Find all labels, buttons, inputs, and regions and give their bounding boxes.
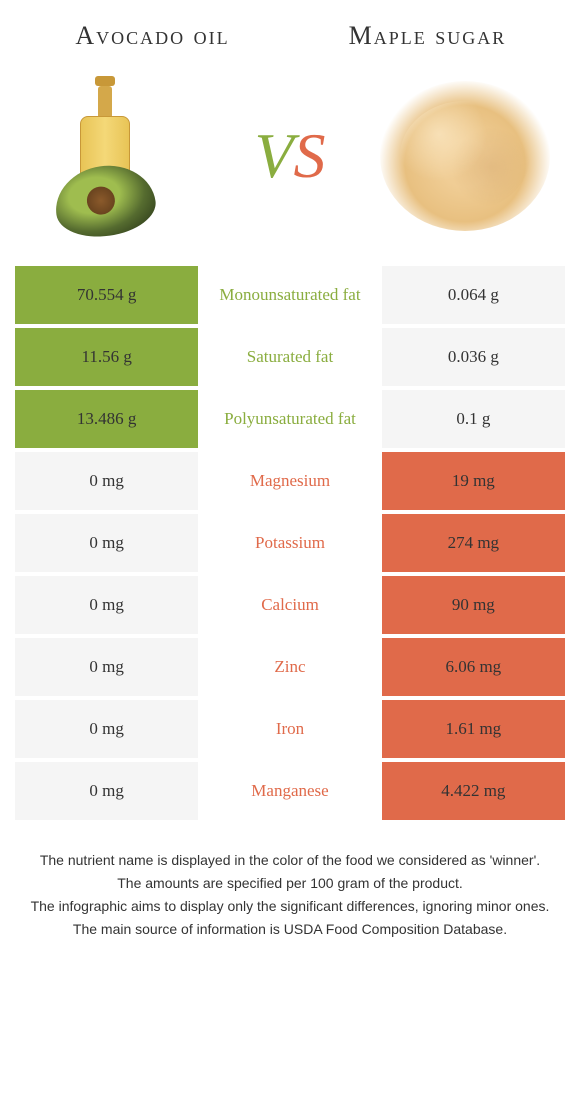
avocado-oil-image — [25, 66, 205, 246]
table-row: 0 mgCalcium90 mg — [15, 576, 565, 634]
maple-sugar-image — [375, 66, 555, 246]
table-row: 0 mgZinc6.06 mg — [15, 638, 565, 696]
vs-v-letter: V — [254, 120, 293, 191]
footer-notes: The nutrient name is displayed in the co… — [15, 850, 565, 940]
header-row: Avocado oil Maple sugar — [15, 20, 565, 51]
nutrient-label-cell: Zinc — [198, 638, 381, 696]
left-value-cell: 0 mg — [15, 514, 198, 572]
right-value-cell: 0.064 g — [382, 266, 565, 324]
left-value-cell: 13.486 g — [15, 390, 198, 448]
left-value-cell: 0 mg — [15, 452, 198, 510]
right-product-title: Maple sugar — [328, 20, 528, 51]
left-value-cell: 70.554 g — [15, 266, 198, 324]
footer-line: The infographic aims to display only the… — [25, 896, 555, 917]
table-row: 70.554 gMonounsaturated fat0.064 g — [15, 266, 565, 324]
nutrient-label-cell: Saturated fat — [198, 328, 381, 386]
right-value-cell: 6.06 mg — [382, 638, 565, 696]
left-product-title: Avocado oil — [53, 20, 253, 51]
left-value-cell: 11.56 g — [15, 328, 198, 386]
table-row: 0 mgIron1.61 mg — [15, 700, 565, 758]
table-row: 0 mgPotassium274 mg — [15, 514, 565, 572]
table-row: 13.486 gPolyunsaturated fat0.1 g — [15, 390, 565, 448]
left-value-cell: 0 mg — [15, 576, 198, 634]
right-value-cell: 0.036 g — [382, 328, 565, 386]
table-row: 11.56 gSaturated fat0.036 g — [15, 328, 565, 386]
left-value-cell: 0 mg — [15, 638, 198, 696]
avocado-icon — [51, 160, 160, 243]
nutrient-label-cell: Calcium — [198, 576, 381, 634]
nutrient-label-cell: Monounsaturated fat — [198, 266, 381, 324]
nutrient-label-cell: Iron — [198, 700, 381, 758]
right-value-cell: 19 mg — [382, 452, 565, 510]
footer-line: The nutrient name is displayed in the co… — [25, 850, 555, 871]
vs-s-letter: S — [294, 120, 326, 191]
right-value-cell: 90 mg — [382, 576, 565, 634]
right-value-cell: 0.1 g — [382, 390, 565, 448]
right-value-cell: 274 mg — [382, 514, 565, 572]
nutrient-table: 70.554 gMonounsaturated fat0.064 g11.56 … — [15, 266, 565, 820]
table-row: 0 mgMagnesium19 mg — [15, 452, 565, 510]
product-image-row: VS — [15, 66, 565, 246]
nutrient-label-cell: Potassium — [198, 514, 381, 572]
sugar-pile-icon — [380, 81, 550, 231]
right-value-cell: 1.61 mg — [382, 700, 565, 758]
nutrient-label-cell: Magnesium — [198, 452, 381, 510]
table-row: 0 mgManganese4.422 mg — [15, 762, 565, 820]
footer-line: The amounts are specified per 100 gram o… — [25, 873, 555, 894]
right-value-cell: 4.422 mg — [382, 762, 565, 820]
nutrient-label-cell: Polyunsaturated fat — [198, 390, 381, 448]
footer-line: The main source of information is USDA F… — [25, 919, 555, 940]
nutrient-label-cell: Manganese — [198, 762, 381, 820]
left-value-cell: 0 mg — [15, 700, 198, 758]
left-value-cell: 0 mg — [15, 762, 198, 820]
vs-label: VS — [254, 119, 325, 193]
